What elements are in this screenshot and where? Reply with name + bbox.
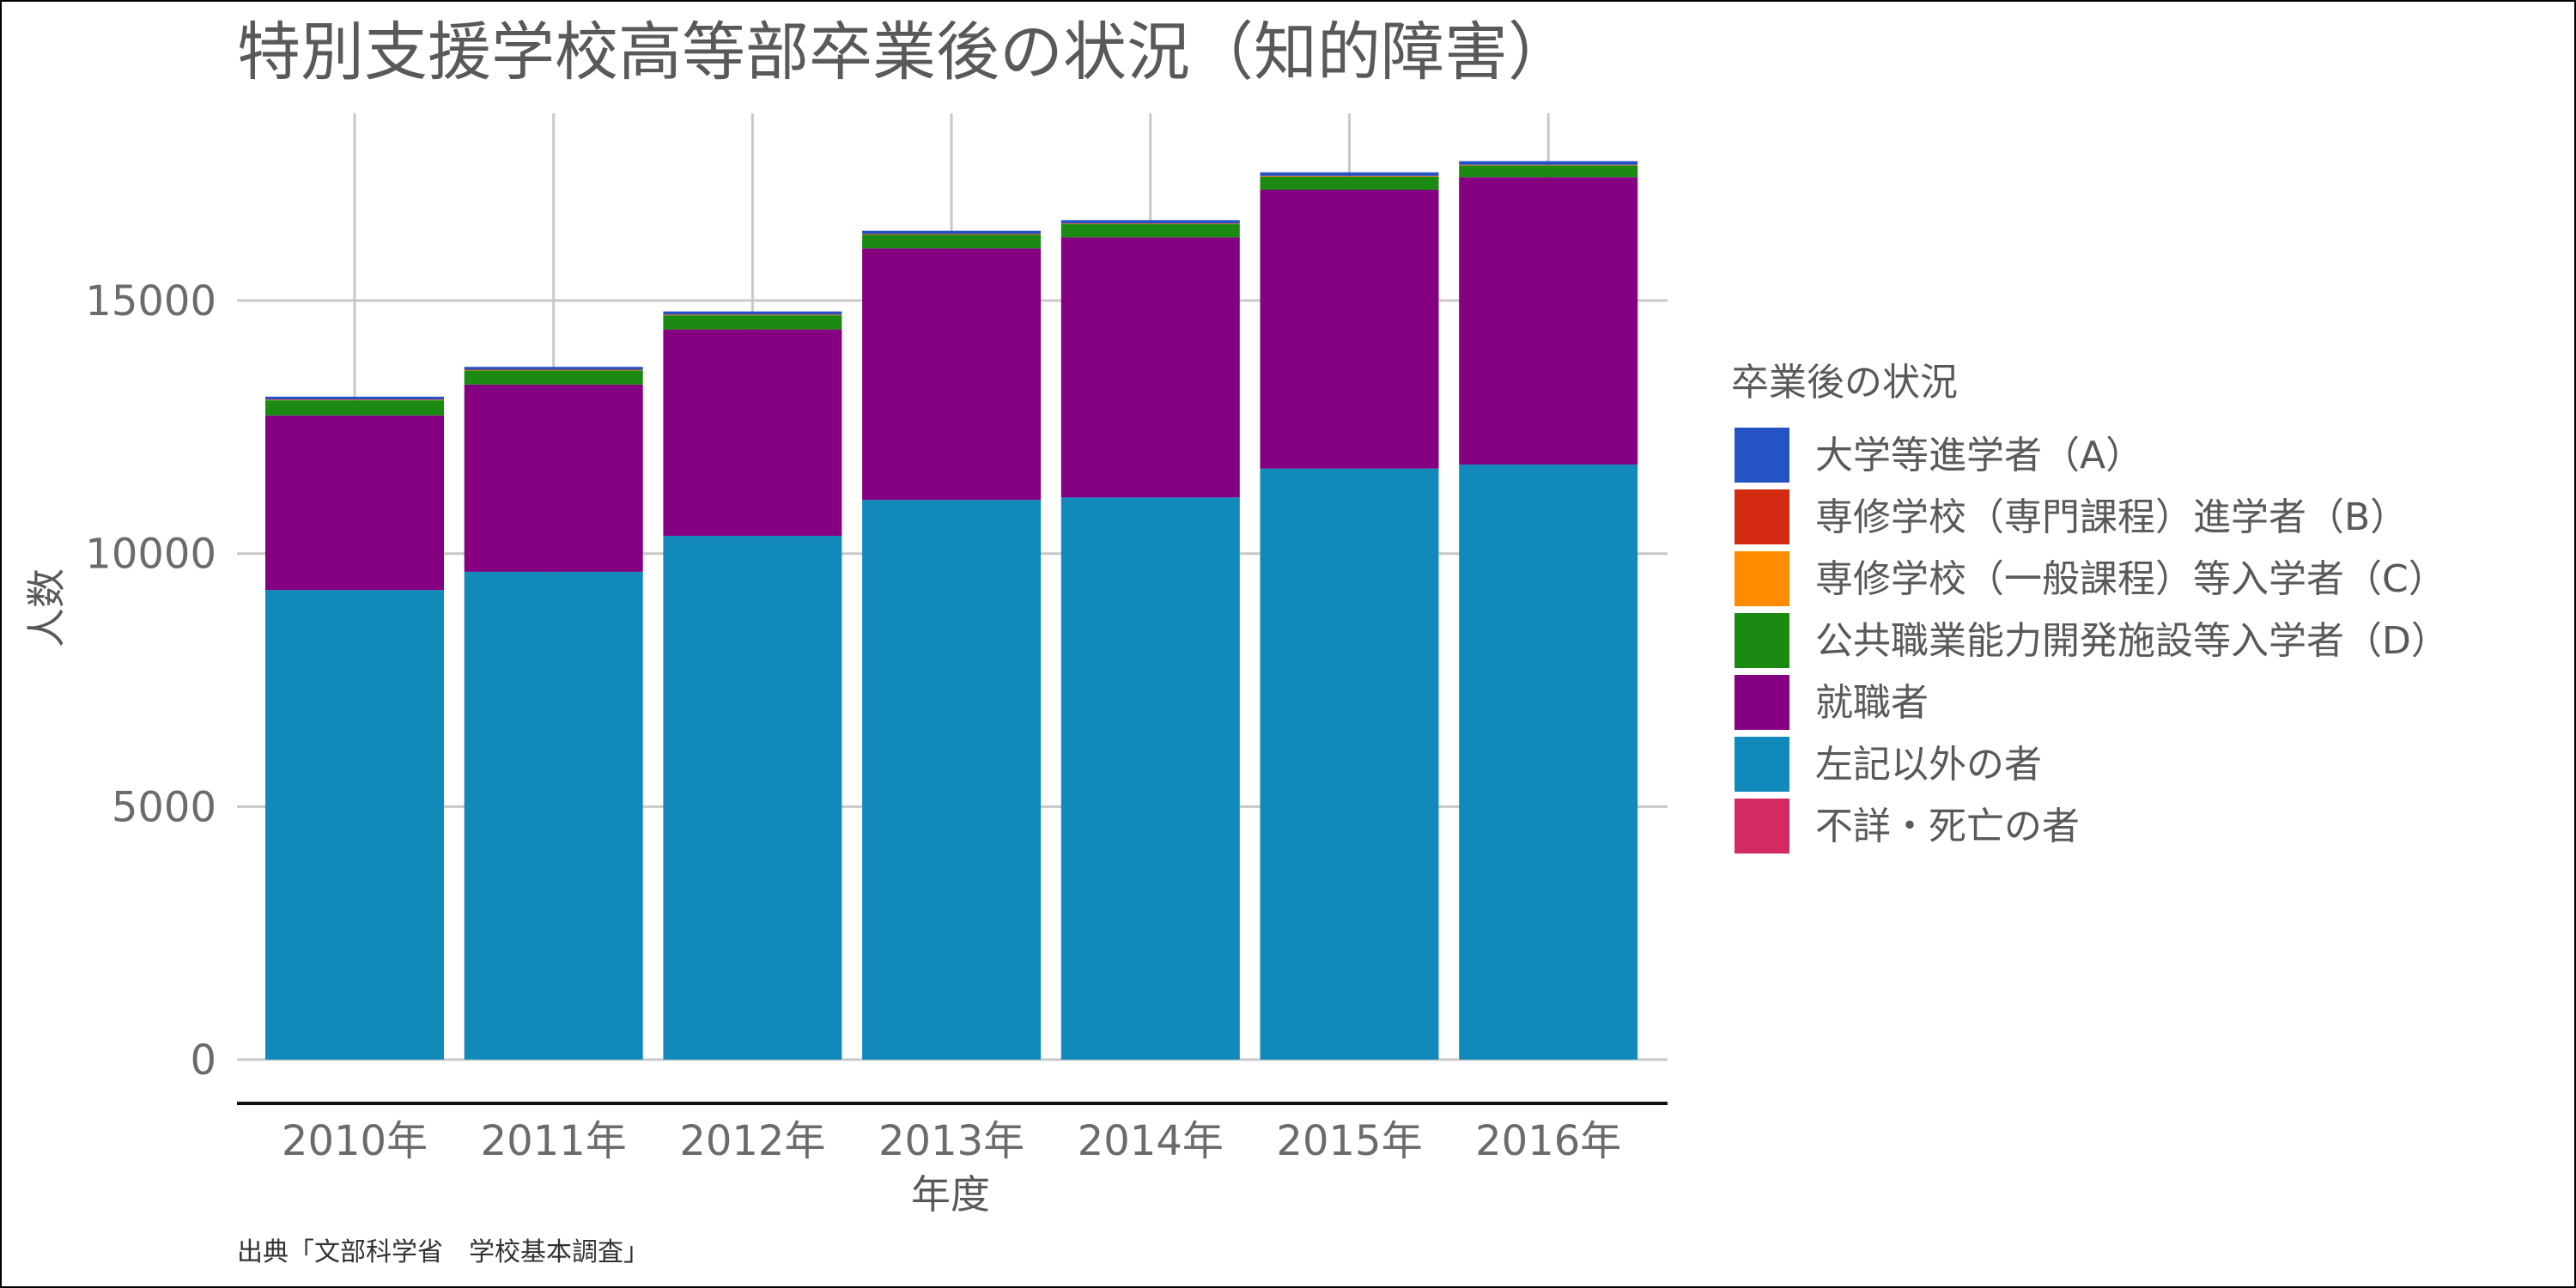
x-tick-label: 2015年 [1276, 1117, 1422, 1165]
bar-segment [1060, 224, 1240, 238]
bar-segment [1260, 468, 1439, 1060]
bar-segment [663, 311, 842, 315]
legend-swatch [1735, 675, 1789, 730]
bar-segment [1260, 175, 1439, 177]
bar-segment [663, 329, 842, 537]
legend-label: 就職者 [1815, 681, 1929, 725]
bar-segment [1260, 176, 1439, 177]
bar-segment [663, 314, 842, 315]
legend-title: 卒業後の状況 [1731, 361, 1958, 404]
legend-swatch [1735, 799, 1789, 854]
bar-segment [265, 590, 444, 1060]
x-tick-label: 2012年 [679, 1117, 825, 1165]
bar-segment [1060, 220, 1240, 224]
bar-segment [663, 315, 842, 330]
source-caption: 出典「文部科学省 学校基本調査」 [237, 1237, 649, 1267]
bar-segment [464, 384, 643, 572]
x-tick-label: 2010年 [282, 1117, 428, 1165]
bar-segment [862, 500, 1042, 1060]
bar-segment [1459, 464, 1638, 1060]
bar-segment [1459, 164, 1638, 166]
bar-segment [663, 536, 842, 1060]
bar-segment [862, 234, 1042, 235]
legend-label: 公共職業能力開発施設等入学者（D） [1815, 619, 2449, 663]
bar-segment [265, 400, 444, 416]
bar-segment [265, 399, 444, 400]
x-tick-label: 2014年 [1078, 1117, 1224, 1165]
y-tick-label: 5000 [112, 783, 216, 831]
bar-segment [862, 234, 1042, 235]
x-axis-title: 年度 [911, 1171, 990, 1218]
bar-segment [1260, 176, 1439, 190]
bar-segment [862, 230, 1042, 234]
legend-swatch [1735, 489, 1789, 544]
y-tick-label: 0 [190, 1036, 216, 1084]
x-tick-label: 2011年 [481, 1117, 627, 1165]
bar-segment [464, 367, 643, 370]
legend-label: 不詳・死亡の者 [1815, 805, 2080, 848]
bar-segment [1459, 161, 1638, 165]
legend-label: 専修学校（専門課程）進学者（B） [1815, 495, 2408, 539]
axes: 0 5000 10000 15000 2010年 2011年 2012年 2013年 2014年… [85, 277, 1668, 1165]
y-tick-label: 10000 [85, 531, 216, 579]
bar-segment [1260, 189, 1439, 469]
legend: 卒業後の状況 大学等進学者（A） 専修学校（専門課程）進学者（B） 専修学校（一般課… [1731, 361, 2449, 854]
bar-segment [663, 314, 842, 316]
bar-segment [265, 415, 444, 591]
legend-swatch [1735, 737, 1789, 792]
bar-segment [464, 370, 643, 385]
legend-swatch [1735, 428, 1789, 483]
bar-segment [1060, 223, 1240, 225]
bar-segment [464, 369, 643, 371]
legend-label: 専修学校（一般課程）等入学者（C） [1815, 557, 2446, 601]
legend-label: 大学等進学者（A） [1815, 434, 2143, 477]
bar-segment [265, 397, 444, 400]
legend-label: 左記以外の者 [1815, 743, 2042, 787]
bar-segment [265, 399, 444, 401]
legend-swatch [1735, 551, 1789, 606]
x-tick-label: 2013年 [878, 1117, 1024, 1165]
bar-segment [1060, 497, 1240, 1060]
chart-title: 特別支援学校高等部卒業後の状況（知的障害） [237, 15, 1571, 89]
bar-segment [464, 571, 643, 1060]
bar-segment [862, 234, 1042, 249]
bar-segment [1060, 237, 1240, 498]
legend-swatch [1735, 613, 1789, 668]
bar-segment [1060, 223, 1240, 224]
y-axis-title: 人数 [23, 568, 70, 647]
x-tick-label: 2016年 [1475, 1117, 1621, 1165]
bar-segment [1459, 165, 1638, 166]
bar-segment [464, 369, 643, 370]
bar-segment [862, 248, 1042, 501]
bars [265, 161, 1638, 1060]
bar-segment [1459, 165, 1638, 178]
y-tick-label: 15000 [85, 277, 216, 325]
bar-segment [1459, 177, 1638, 465]
bar-segment [1260, 172, 1439, 176]
